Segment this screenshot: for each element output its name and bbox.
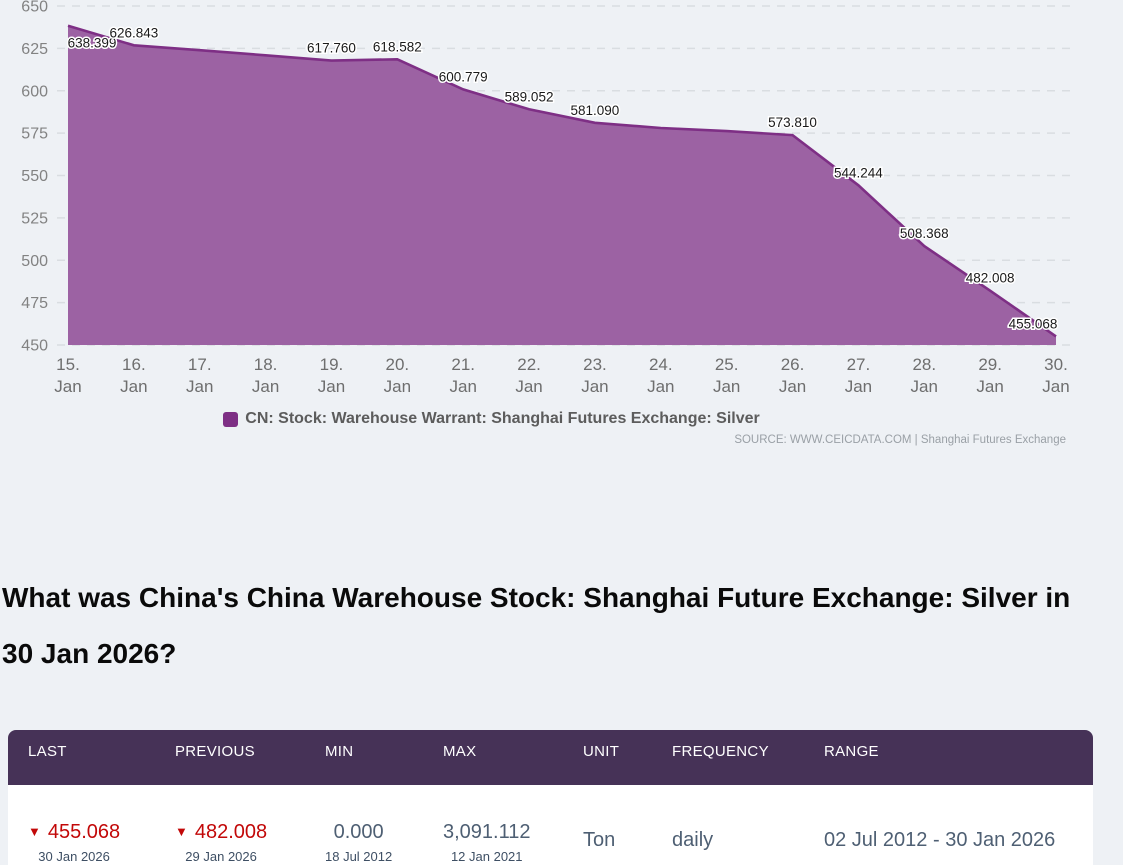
page-title: What was China's China Warehouse Stock: … (2, 582, 1071, 669)
x-axis-tick-label: Jan (318, 377, 345, 396)
x-axis-tick-label: 20. (386, 355, 410, 374)
last-value-date: 30 Jan 2026 (38, 849, 110, 864)
x-axis-tick-label: 29. (978, 355, 1002, 374)
y-axis-tick-label: 475 (21, 295, 48, 312)
min-value-cell: 0.000 18 Jul 2012 (325, 785, 443, 865)
x-axis-tick-label: 17. (188, 355, 212, 374)
point-label: 618.582 (373, 39, 422, 54)
stats-table-row: ▼ 455.068 30 Jan 2026 ▼ 482.008 29 Jan 202… (8, 785, 1093, 865)
x-axis-tick-label: Jan (449, 377, 476, 396)
stats-table: LAST PREVIOUS MIN MAX UNIT FREQUENCY RAN… (8, 730, 1093, 865)
max-value: 3,091.112 (443, 821, 531, 843)
x-axis-tick-label: Jan (647, 377, 674, 396)
frequency-value: daily (672, 829, 714, 851)
x-axis-tick-label: Jan (515, 377, 542, 396)
x-axis-tick-label: Jan (120, 377, 147, 396)
y-axis-tick-label: 500 (21, 253, 48, 270)
legend-swatch-icon (223, 411, 239, 427)
min-value-date: 18 Jul 2012 (325, 849, 393, 864)
column-header-previous: PREVIOUS (175, 743, 255, 760)
y-axis-tick-label: 575 (21, 126, 48, 143)
x-axis-tick-label: 26. (781, 355, 805, 374)
x-axis-tick-label: Jan (713, 377, 740, 396)
series-line (67, 24, 1057, 338)
column-header-last: LAST (28, 743, 67, 760)
point-label: 573.810 (768, 115, 817, 130)
y-axis-tick-label: 650 (21, 0, 48, 16)
point-label: 600.779 (439, 69, 488, 84)
point-label: 482.008 (966, 271, 1015, 286)
point-label: 544.244 (834, 165, 883, 180)
x-axis-tick-label: Jan (1042, 377, 1069, 396)
y-axis-tick-label: 600 (21, 83, 48, 100)
area-chart-plot[interactable]: 450 475 500 525 550 575 600 625 650 15. Jan 16. Jan 1… (0, 0, 1123, 400)
y-axis-tick-label: 450 (21, 338, 48, 355)
point-label: 589.052 (505, 89, 554, 104)
silver-warehouse-stock-chart: 450 475 500 525 550 575 600 625 650 15. Jan 16. Jan 1… (0, 0, 1123, 446)
x-axis-tick-label: 27. (847, 355, 871, 374)
legend-series-label: CN: Stock: Warehouse Warrant: Shanghai F… (245, 410, 760, 427)
y-axis-tick-label: 550 (21, 168, 48, 185)
point-label: 455.068 (1009, 316, 1058, 331)
point-label: 617.760 (307, 41, 356, 56)
point-label: 626.843 (109, 25, 158, 40)
area-series[interactable] (68, 25, 1057, 345)
last-value: ▼ 455.068 (28, 821, 121, 843)
x-axis-tick-label: 25. (715, 355, 739, 374)
range-value: 02 Jul 2012 - 30 Jan 2026 (824, 829, 1056, 851)
max-value-date: 12 Jan 2021 (450, 849, 523, 864)
x-axis-tick-label: 24. (649, 355, 673, 374)
previous-value-cell: ▼ 482.008 29 Jan 2026 (175, 785, 325, 865)
x-axis-tick-label: 15. (56, 355, 80, 374)
point-label: 581.090 (571, 103, 620, 118)
unit-value: Ton (583, 829, 616, 851)
column-header-unit: UNIT (583, 743, 620, 760)
point-label: 638.399 (68, 36, 117, 51)
previous-value: ▼ 482.008 (175, 821, 268, 843)
column-header-frequency: FREQUENCY (672, 743, 769, 760)
x-axis-tick-label: Jan (911, 377, 938, 396)
x-axis-tick-label: 28. (912, 355, 936, 374)
column-header-min: MIN (325, 743, 354, 760)
y-axis-tick-label: 625 (21, 41, 48, 58)
min-value: 0.000 (333, 821, 384, 843)
down-arrow-icon: ▼ (28, 824, 41, 839)
x-axis-tick-label: Jan (779, 377, 806, 396)
max-value-cell: 3,091.112 12 Jan 2021 (443, 785, 583, 865)
x-axis-tick-label: 21. (451, 355, 475, 374)
x-axis-tick-label: Jan (384, 377, 411, 396)
x-axis-tick-label: 19. (320, 355, 344, 374)
stats-table-header: LAST PREVIOUS MIN MAX UNIT FREQUENCY RAN… (8, 730, 1093, 785)
x-axis-tick-label: Jan (845, 377, 872, 396)
chart-legend[interactable]: CN: Stock: Warehouse Warrant: Shanghai F… (0, 409, 1053, 429)
column-header-range: RANGE (824, 743, 879, 760)
x-axis-tick-label: 22. (517, 355, 541, 374)
x-axis-tick-label: 30. (1044, 355, 1068, 374)
x-axis-tick-label: Jan (54, 377, 81, 396)
x-axis-tick-label: 23. (583, 355, 607, 374)
unit-cell: Ton (583, 785, 672, 865)
frequency-cell: daily (672, 785, 824, 865)
point-label: 508.368 (900, 226, 949, 241)
x-axis-tick-label: Jan (581, 377, 608, 396)
column-header-max: MAX (443, 743, 477, 760)
previous-value-date: 29 Jan 2026 (185, 849, 257, 864)
range-cell: 02 Jul 2012 - 30 Jan 2026 (824, 785, 1093, 865)
x-axis-tick-label: 18. (254, 355, 278, 374)
x-axis-tick-label: 16. (122, 355, 146, 374)
last-value-cell: ▼ 455.068 30 Jan 2026 (28, 785, 175, 865)
y-axis-tick-label: 525 (21, 210, 48, 227)
x-axis-tick-label: Jan (976, 377, 1003, 396)
x-axis-tick-label: Jan (186, 377, 213, 396)
x-axis-tick-label: Jan (252, 377, 279, 396)
down-arrow-icon: ▼ (175, 824, 188, 839)
chart-source-attribution: SOURCE: WWW.CEICDATA.COM | Shanghai Futu… (734, 434, 1066, 446)
